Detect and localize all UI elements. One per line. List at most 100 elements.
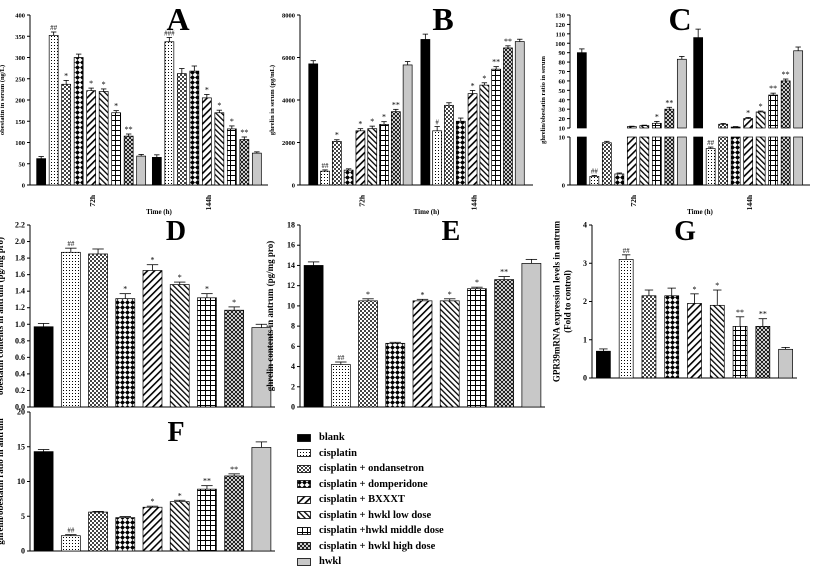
bar — [169, 284, 190, 408]
panel-label: F — [167, 417, 184, 448]
bar — [503, 47, 513, 186]
bar — [664, 108, 675, 129]
bar — [251, 447, 272, 552]
y-tick-label: 90 — [559, 50, 566, 57]
bar — [641, 295, 657, 379]
legend-swatch — [297, 511, 311, 520]
x-axis-title: Time (h) — [146, 208, 172, 216]
bar — [320, 170, 330, 186]
significance-mark: * — [655, 112, 659, 121]
bar — [331, 141, 342, 186]
y-axis-label: ghrelin contents in antrum (pg/mg pro) — [265, 241, 275, 391]
bar — [224, 309, 245, 408]
legend-label: cisplatin +hwkl middle dose — [319, 525, 444, 537]
y-tick-label: 4000 — [282, 98, 295, 105]
bar — [730, 126, 741, 129]
significance-mark: ** — [392, 100, 400, 109]
bar — [36, 158, 47, 186]
bar — [705, 148, 716, 186]
significance-mark: ** — [504, 37, 512, 46]
significance-mark: ** — [203, 477, 211, 486]
bar-lower-segment — [730, 136, 741, 186]
significance-mark: ## — [322, 162, 330, 170]
significance-mark: ** — [125, 125, 133, 134]
bar — [169, 501, 190, 552]
y-tick-label: 20 — [17, 408, 25, 417]
bar-lower-segment — [780, 136, 791, 186]
bar — [576, 52, 587, 129]
y-tick-label: 0 — [22, 183, 25, 190]
significance-mark: * — [205, 285, 209, 294]
legend-item: hwkl — [297, 554, 527, 570]
bar — [142, 506, 163, 552]
bar — [618, 259, 634, 379]
bar-lower-segment — [693, 136, 704, 186]
y-axis-label: obestatin in serum (ng/L) — [0, 65, 6, 135]
bar — [367, 128, 378, 186]
y-axis-label: ghrelin/obestatin ratio in serum — [540, 56, 547, 144]
y-tick-label: 1.2 — [15, 303, 25, 312]
significance-mark: ## — [707, 139, 715, 147]
y-tick-label: 0 — [291, 403, 295, 412]
x-category-label: 144h — [470, 194, 479, 210]
y-axis-label: obestatin contents in antrum (pg/mg pro) — [0, 237, 5, 395]
legend-swatch-fill — [297, 511, 311, 520]
legend-swatch — [297, 526, 311, 535]
y-tick-label: 2.0 — [15, 237, 25, 246]
bar — [687, 303, 702, 379]
y-tick-label: 60 — [559, 78, 566, 85]
bar — [303, 265, 324, 408]
y-tick-label: 200 — [15, 98, 25, 105]
significance-mark: * — [382, 113, 386, 122]
chart-C: C102030405060708090100110120130010##***7… — [540, 1, 810, 216]
x-category-label: 72h — [629, 194, 638, 207]
significance-mark: * — [448, 290, 452, 299]
bar — [514, 41, 525, 186]
panel-label: G — [674, 216, 696, 247]
significance-mark: * — [471, 81, 475, 90]
bar — [88, 511, 108, 552]
significance-mark: * — [123, 285, 127, 294]
bar — [494, 279, 515, 408]
y-tick-label: 0.2 — [15, 386, 25, 395]
bar — [60, 535, 81, 552]
bar — [455, 120, 466, 186]
y-tick-label: 0 — [562, 183, 565, 190]
y-tick-label: 1.8 — [15, 254, 25, 263]
bar — [709, 304, 725, 379]
panel-label: D — [166, 216, 186, 247]
y-tick-label: 5 — [21, 512, 25, 521]
bar — [224, 475, 245, 552]
significance-mark: ## — [591, 167, 599, 175]
bar — [626, 126, 637, 129]
bar — [164, 41, 175, 186]
significance-mark: * — [151, 256, 155, 265]
significance-mark: ** — [500, 268, 508, 277]
bar — [308, 63, 319, 186]
significance-mark: * — [482, 74, 486, 83]
bar — [88, 253, 108, 408]
x-axis-title: Time (h) — [414, 208, 440, 216]
bar — [412, 300, 433, 408]
bar — [60, 251, 81, 408]
y-tick-label: 130 — [555, 13, 565, 20]
significance-mark: * — [102, 80, 106, 89]
y-tick-label: 30 — [559, 107, 566, 114]
x-category-label: 144h — [745, 194, 754, 210]
bar — [176, 73, 187, 186]
bar — [491, 68, 502, 186]
significance-mark: ** — [759, 310, 767, 319]
y-tick-label: 400 — [15, 13, 25, 20]
bar — [755, 326, 771, 379]
bar — [793, 50, 804, 129]
bar — [718, 123, 729, 129]
significance-mark: * — [151, 497, 155, 506]
bar — [189, 70, 200, 186]
y-tick-label: 10 — [559, 126, 566, 133]
y-tick-label: 100 — [555, 41, 565, 48]
y-tick-label: 1 — [583, 335, 587, 344]
y-tick-label: 6000 — [282, 55, 295, 62]
